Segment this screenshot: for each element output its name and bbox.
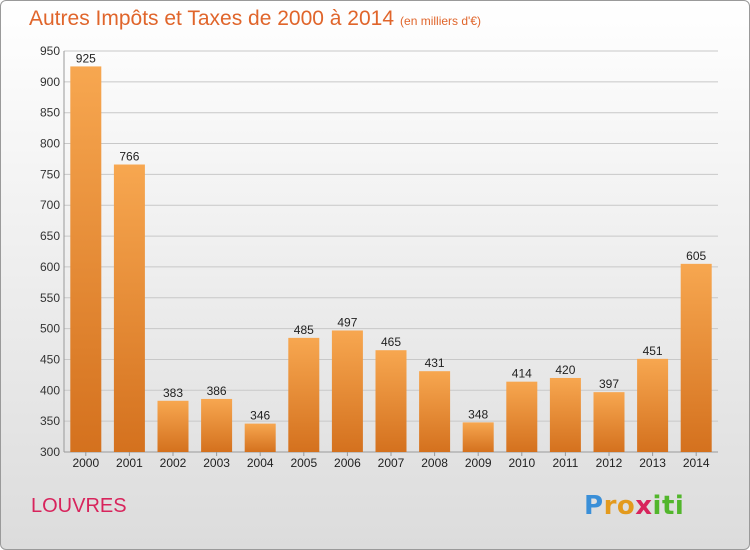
x-tick-label: 2000 (72, 456, 99, 470)
y-tick-label: 500 (40, 322, 60, 336)
y-axis: 300 350 400 450 500 550 600 650 700 750 800 850 900 9… (40, 44, 718, 459)
bar-2002 (157, 400, 189, 452)
x-tick-label: 2012 (596, 456, 623, 470)
proxiti-logo: Proxiti (584, 491, 684, 521)
x-tick-label: 2005 (290, 456, 317, 470)
x-tick-label: 2009 (465, 456, 492, 470)
x-tick-label: 2011 (552, 456, 578, 470)
y-tick-label: 750 (40, 167, 60, 181)
data-label: 497 (337, 315, 357, 329)
bar-2006 (331, 330, 363, 452)
bar-2007 (375, 350, 407, 452)
x-tick-label: 2001 (116, 456, 143, 470)
y-tick-label: 850 (40, 106, 60, 120)
data-label: 383 (163, 386, 183, 400)
bar-2011 (549, 377, 581, 452)
bar-2005 (288, 337, 320, 452)
y-tick-label: 450 (40, 352, 60, 366)
y-tick-label: 650 (40, 229, 60, 243)
logo-letter: r (603, 491, 617, 521)
data-label: 485 (294, 323, 314, 337)
logo-letter: x (635, 491, 653, 521)
logo-letter: t (661, 491, 675, 521)
x-tick-label: 2014 (683, 456, 710, 470)
y-tick-label: 600 (40, 260, 60, 274)
x-tick-label: 2010 (508, 456, 535, 470)
logo-letter: P (584, 491, 604, 521)
bar-2003 (201, 398, 233, 452)
data-label: 346 (250, 409, 270, 423)
y-tick-label: 700 (40, 198, 60, 212)
town-name: LOUVRES (31, 495, 127, 517)
data-label: 386 (207, 384, 227, 398)
y-tick-label: 400 (40, 383, 60, 397)
x-tick-label: 2006 (334, 456, 361, 470)
bar-2004 (244, 423, 276, 452)
x-axis: 2000 2001 2002 2003 2004 2005 2006 2007 2008 2009… (72, 452, 710, 470)
x-tick-label: 2013 (639, 456, 666, 470)
chart-title: Autres Impôts et Taxes de 2000 à 2014 (en… (29, 7, 481, 31)
data-label: 420 (555, 363, 575, 377)
data-label: 766 (119, 150, 139, 164)
logo-letter: i (652, 491, 662, 521)
bar-2013 (637, 358, 669, 452)
y-tick-label: 350 (40, 414, 60, 428)
bar-2009 (462, 422, 494, 452)
bar-2014 (680, 263, 712, 452)
data-label: 397 (599, 377, 619, 391)
x-tick-label: 2008 (421, 456, 448, 470)
bar-2001 (113, 164, 145, 452)
chart-subtitle: (en milliers d'€) (400, 14, 482, 28)
x-tick-label: 2007 (378, 456, 405, 470)
title-text: Autres Impôts et Taxes de 2000 à 2014 (29, 7, 395, 30)
data-label: 451 (643, 344, 663, 358)
data-label: 348 (468, 407, 488, 421)
bar-2010 (506, 381, 538, 452)
y-tick-label: 300 (40, 445, 60, 459)
bar-2012 (593, 392, 625, 452)
data-label: 925 (76, 51, 96, 65)
bars: 925 766 383 386 346 485 497 465 431 348 414 420 397 4… (70, 51, 712, 452)
y-tick-label: 950 (40, 44, 60, 58)
data-label: 414 (512, 367, 532, 381)
bar-2000 (70, 66, 102, 452)
data-label: 605 (686, 249, 706, 263)
x-tick-label: 2003 (203, 456, 230, 470)
y-tick-label: 550 (40, 291, 60, 305)
data-label: 431 (425, 356, 445, 370)
logo-letter: i (674, 491, 685, 521)
x-tick-label: 2004 (247, 456, 274, 470)
y-tick-label: 900 (40, 75, 60, 89)
logo-letter: o (616, 491, 636, 521)
x-tick-label: 2002 (160, 456, 187, 470)
data-label: 465 (381, 335, 401, 349)
y-tick-label: 800 (40, 137, 60, 151)
bar-2008 (419, 371, 451, 452)
